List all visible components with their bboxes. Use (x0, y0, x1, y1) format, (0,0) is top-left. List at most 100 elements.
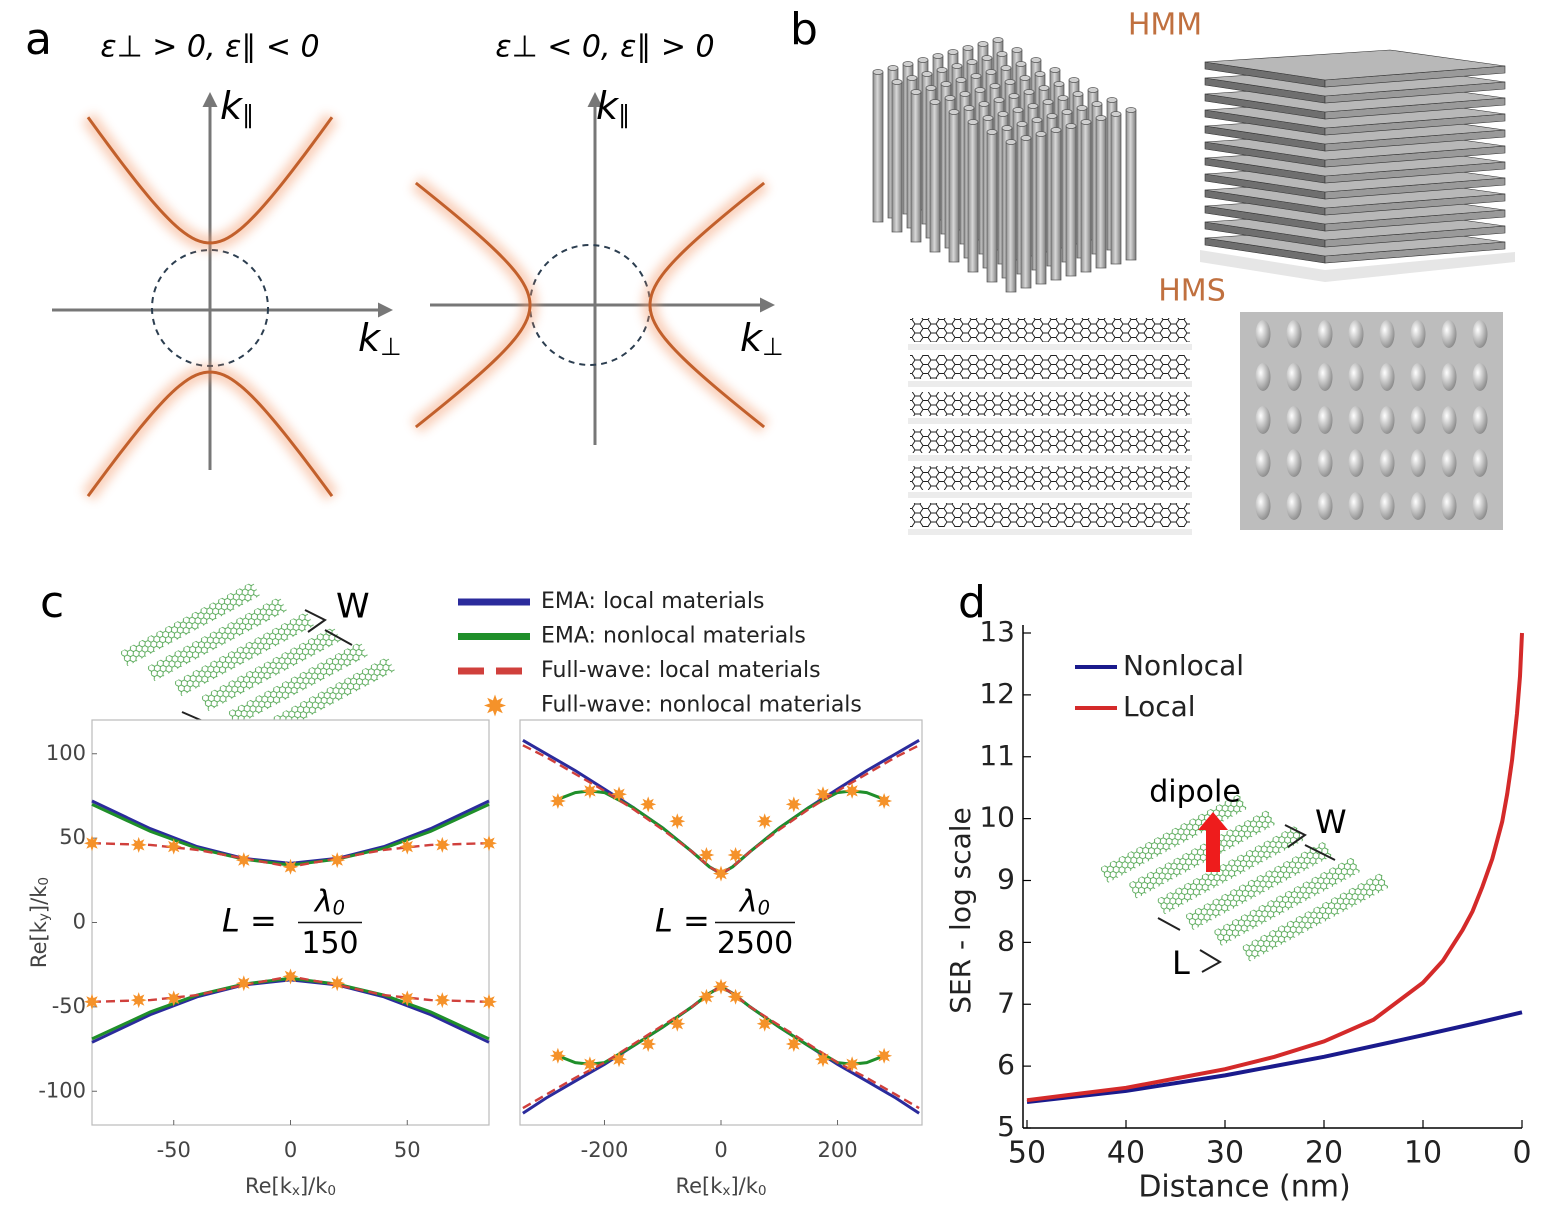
nanorod-top (1076, 105, 1088, 111)
nanorod-top (929, 99, 941, 105)
ellipsoid (1379, 363, 1395, 391)
marker (549, 793, 566, 809)
hyperbola (86, 116, 334, 245)
marker (611, 786, 627, 803)
y-tick-label: 7 (997, 986, 1015, 1019)
nanorod-top (997, 111, 1009, 117)
ellipsoid (1348, 492, 1364, 520)
x-tick-label: 20 (1305, 1136, 1343, 1171)
nanorod (1035, 133, 1047, 285)
marker (282, 858, 299, 875)
ellipsoid (1410, 320, 1426, 348)
stack-shadow (1200, 250, 1515, 282)
ellipsoid (1286, 363, 1302, 391)
nanorod-top (936, 67, 948, 73)
marker (785, 796, 802, 813)
nanorod-top (1068, 77, 1080, 83)
nanorod-top (1027, 103, 1039, 109)
ellipsoid (1286, 449, 1302, 477)
ellipsoid (1255, 492, 1271, 520)
ellipsoid (1472, 449, 1488, 477)
dimension-mark (304, 609, 353, 646)
substrate (1240, 312, 1503, 530)
nanorod (1095, 117, 1107, 269)
nanorod-top (1061, 109, 1073, 115)
nanorod-top (966, 59, 978, 65)
nanorod-top (986, 129, 998, 135)
marker (165, 990, 182, 1007)
y-tick-label: 8 (997, 924, 1015, 957)
ellipsoid (1410, 363, 1426, 391)
ellipsoid (1317, 449, 1333, 477)
nanorod-top (1053, 81, 1065, 87)
label-subscript: x (292, 1183, 300, 1199)
nanorod-top (1019, 75, 1031, 81)
annotation: 2500 (717, 926, 793, 961)
marker (84, 835, 100, 852)
label-main: Re[k (675, 1174, 723, 1198)
nanorod-top (982, 115, 994, 121)
nanorod-top (992, 37, 1004, 43)
nanorod-top (1023, 89, 1035, 95)
nanorod-top (1005, 139, 1017, 145)
nanorod (872, 71, 884, 223)
strip-shadow (908, 455, 1192, 461)
x-tick-label: 50 (1008, 1136, 1046, 1171)
nanorod-top (1050, 127, 1062, 133)
nanorod (891, 81, 903, 233)
nanorod (967, 121, 979, 273)
nanorod-top (985, 69, 997, 75)
nanorod-top (1034, 71, 1046, 77)
nanorod-top (1080, 119, 1092, 125)
ellipsoid (1379, 492, 1395, 520)
nanorod-top (1049, 67, 1061, 73)
annotation: L = (655, 902, 710, 940)
label-main: ]/k (730, 1174, 758, 1198)
nanorod-top (959, 91, 971, 97)
axis-label: Re[ky]/k0 (27, 877, 52, 968)
nanorod (929, 101, 941, 253)
marker (581, 782, 598, 799)
nanorod-top (1091, 101, 1103, 107)
marker (130, 836, 147, 853)
ellipsoid (1441, 320, 1457, 348)
nanorod-top (872, 69, 884, 75)
label-main: ]/k (27, 885, 51, 913)
marker (329, 852, 346, 869)
label-subscript: 0 (758, 896, 770, 919)
annotation: L = (222, 902, 277, 940)
ellipsoid (1472, 363, 1488, 391)
nanorod (1125, 109, 1137, 261)
label-subscript: ∥ (618, 100, 630, 129)
inset-strip (228, 641, 368, 727)
ellipsoid (1286, 406, 1302, 434)
x-tick-label: 0 (1512, 1136, 1531, 1171)
x-tick-label: 40 (1107, 1136, 1145, 1171)
material-label: HMM (1128, 8, 1202, 43)
ellipsoid (1379, 406, 1395, 434)
inset-label: W (336, 587, 370, 627)
ellipsoid (1472, 492, 1488, 520)
ellipsoid (1317, 320, 1333, 348)
nanorod-top (1016, 121, 1028, 127)
marker (399, 990, 416, 1007)
nanorod (910, 91, 922, 243)
panel-title: ε⊥ < 0, ε∥ > 0 (495, 30, 714, 65)
y-tick-label: 5 (997, 1110, 1015, 1143)
marker (434, 992, 451, 1009)
nanorod-top (1125, 107, 1137, 113)
marker (235, 975, 252, 992)
nanorod-top (967, 119, 979, 125)
marker (329, 975, 346, 992)
series-line (1026, 632, 1524, 1103)
nanorod (948, 111, 960, 263)
nanorod-top (1035, 131, 1047, 137)
nanorod-top (944, 95, 956, 101)
nanorod-top (1001, 125, 1013, 131)
panel-a: a ε⊥ > 0, ε∥ < 0k∥k⊥ε⊥ < 0, ε∥ > 0k∥k⊥ (25, 14, 784, 501)
marker (727, 847, 744, 863)
panel-label: a (25, 14, 52, 65)
ellipsoid (1348, 406, 1364, 434)
marker (698, 847, 715, 863)
marker (844, 782, 861, 799)
